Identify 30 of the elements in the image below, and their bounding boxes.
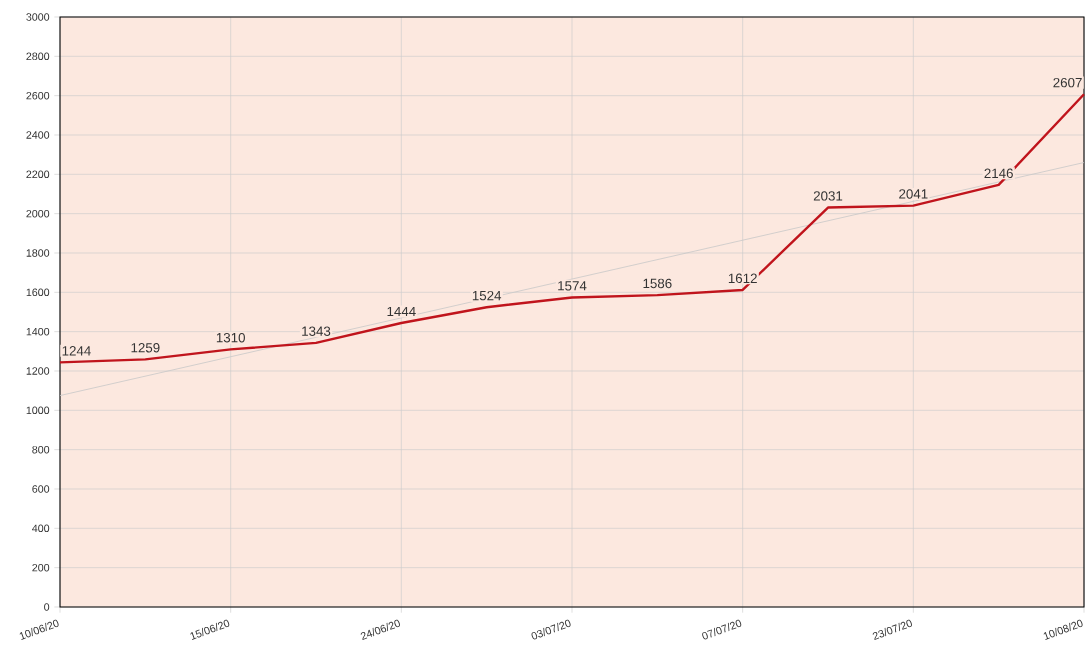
y-tick-label: 600 [32,485,50,493]
line-series [58,93,1086,364]
y-tick-label: 2000 [26,209,50,218]
data-label: 2146 [984,168,1013,179]
y-tick-label: 1800 [26,249,50,257]
data-label: 1444 [387,306,416,317]
y-tick-label: 2600 [26,91,50,100]
data-label: 2607 [1053,77,1082,88]
data-label: 1524 [472,290,502,301]
data-label: 2031 [813,191,843,201]
y-tick-label: 2200 [26,170,50,179]
y-tick-label: 800 [32,445,50,454]
data-label: 2041 [899,189,928,199]
data-label: 1612 [728,273,757,284]
y-tick-label: 400 [32,524,50,533]
y-tick-label: 3000 [26,13,50,21]
data-label: 1586 [643,278,672,289]
y-tick-label: 0 [44,603,50,611]
data-label: 1343 [302,326,331,336]
y-tick-label: 1400 [26,327,50,336]
y-tick-label: 1600 [26,288,50,297]
y-tick-label: 1000 [26,406,50,415]
data-label: 1574 [558,281,587,291]
y-tick-label: 1200 [26,367,50,375]
y-tick-label: 200 [32,563,50,572]
data-label: 1259 [131,343,160,353]
y-tick-label: 2400 [26,131,50,139]
data-label: 1310 [216,332,245,343]
data-label: 1244 [62,346,91,356]
y-tick-label: 2800 [26,52,50,61]
